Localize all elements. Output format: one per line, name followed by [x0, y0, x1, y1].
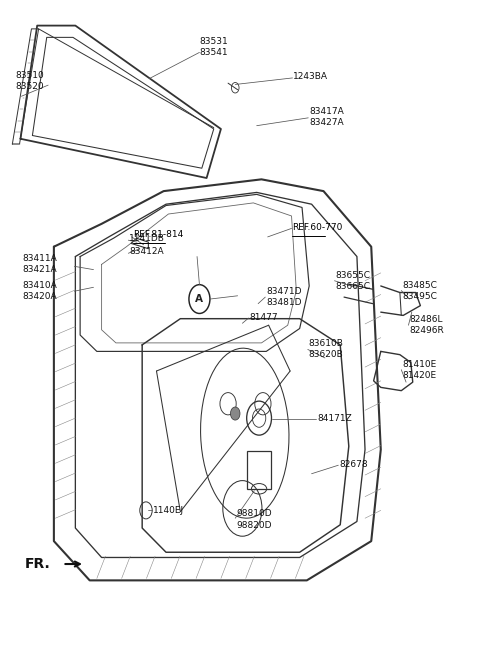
Text: 84171Z: 84171Z — [317, 415, 352, 423]
Text: 83655C
83665C: 83655C 83665C — [336, 271, 371, 291]
Circle shape — [230, 407, 240, 420]
Text: 83411A
83421A: 83411A 83421A — [23, 254, 57, 275]
Text: 1141DB: 1141DB — [129, 234, 165, 242]
Text: FR.: FR. — [24, 557, 50, 571]
Text: 98810D
98820D: 98810D 98820D — [236, 509, 272, 530]
Text: 83531
83541: 83531 83541 — [199, 37, 228, 57]
Text: 83410A
83420A: 83410A 83420A — [23, 281, 57, 302]
Text: REF.81-814: REF.81-814 — [132, 231, 183, 239]
Text: 1140EJ: 1140EJ — [153, 506, 184, 515]
Text: 83485C
83495C: 83485C 83495C — [402, 281, 437, 301]
Text: 83610B
83620B: 83610B 83620B — [309, 340, 344, 359]
Text: 1243BA: 1243BA — [293, 72, 328, 81]
Text: 83417A
83427A: 83417A 83427A — [309, 107, 344, 127]
Text: 81477: 81477 — [250, 313, 278, 322]
Text: 81410E
81420E: 81410E 81420E — [402, 359, 436, 380]
Bar — [247, 451, 272, 489]
Text: 83412A: 83412A — [129, 247, 164, 256]
Text: 83471D
83481D: 83471D 83481D — [266, 287, 302, 307]
Text: A: A — [195, 294, 204, 304]
Text: 82486L
82496R: 82486L 82496R — [409, 315, 444, 335]
Text: REF.60-770: REF.60-770 — [292, 223, 343, 232]
Text: 83510
83520: 83510 83520 — [16, 71, 45, 91]
Text: 82678: 82678 — [339, 460, 368, 469]
